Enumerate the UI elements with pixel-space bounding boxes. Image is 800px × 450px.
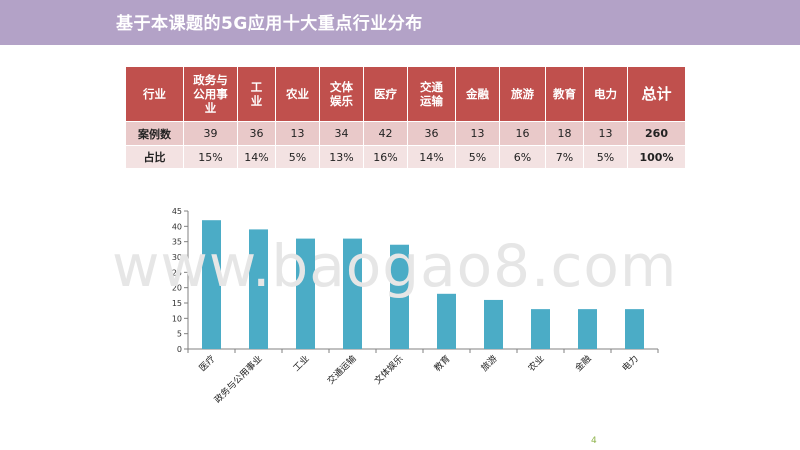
x-tick-label: 旅游 [478, 353, 499, 374]
bar [296, 238, 315, 349]
table-header-row: 行业 政务与 公用事业 工业 农业 文体 娱乐 医疗 交通 运输 金融 旅游 教育 电… [125, 66, 686, 122]
bar [343, 238, 362, 349]
y-tick-label: 40 [172, 222, 182, 231]
table-cell: 39 [183, 121, 238, 146]
column-header: 政务与 公用事业 [183, 66, 238, 122]
x-tick-label: 政务与公用事业 [212, 353, 265, 406]
table-cell: 13% [319, 145, 364, 169]
table-cell: 15% [183, 145, 238, 169]
bar [578, 309, 597, 349]
table-cell: 5% [583, 145, 628, 169]
bar [202, 220, 221, 349]
table-cell: 36 [237, 121, 276, 146]
y-tick-label: 25 [172, 268, 182, 277]
y-tick-label: 30 [172, 253, 182, 262]
bar [625, 309, 644, 349]
table-cell: 5% [455, 145, 500, 169]
table-cell-total: 100% [627, 145, 686, 169]
column-header: 交通 运输 [407, 66, 456, 122]
page-title: 基于本课题的5G应用十大重点行业分布 [116, 14, 423, 34]
y-tick-label: 45 [172, 207, 182, 216]
x-tick-label: 电力 [619, 353, 640, 374]
row-label: 占比 [125, 145, 184, 169]
y-tick-label: 10 [172, 314, 182, 323]
x-tick-label: 文体娱乐 [372, 353, 406, 387]
table-cell: 42 [363, 121, 408, 146]
table-cell: 13 [455, 121, 500, 146]
x-tick-label: 农业 [525, 353, 546, 374]
table-row: 占比 15% 14% 5% 13% 16% 14% 5% 6% 7% 5% 10… [125, 145, 686, 169]
table-cell: 13 [583, 121, 628, 146]
x-tick-label: 工业 [291, 353, 312, 374]
table-cell: 7% [545, 145, 584, 169]
row-label: 案例数 [125, 121, 184, 146]
bar [484, 299, 503, 349]
table-cell: 13 [275, 121, 320, 146]
table-cell: 14% [407, 145, 456, 169]
bar [531, 309, 550, 349]
table-cell: 16 [499, 121, 546, 146]
table-corner-label: 行业 [125, 66, 184, 122]
table-row: 案例数 39 36 13 34 42 36 13 16 18 13 260 [125, 121, 686, 146]
x-tick-label: 金融 [572, 353, 593, 374]
bar [437, 293, 456, 349]
watermark: www.baogao8.com [112, 232, 678, 300]
column-header: 工业 [237, 66, 276, 122]
table-cell-total: 260 [627, 121, 686, 146]
x-tick-label: 教育 [431, 353, 452, 374]
table-cell: 5% [275, 145, 320, 169]
y-tick-label: 0 [177, 345, 182, 354]
title-bar: 基于本课题的5G应用十大重点行业分布 [0, 0, 800, 45]
column-header: 金融 [455, 66, 500, 122]
x-tick-label: 医疗 [196, 353, 217, 374]
column-header: 医疗 [363, 66, 408, 122]
table-cell: 34 [319, 121, 364, 146]
column-header: 农业 [275, 66, 320, 122]
table-cell: 36 [407, 121, 456, 146]
bar [390, 244, 409, 349]
column-header: 电力 [583, 66, 628, 122]
table-cell: 6% [499, 145, 546, 169]
page-number: 4 [591, 436, 597, 446]
table-cell: 16% [363, 145, 408, 169]
column-header: 教育 [545, 66, 584, 122]
y-tick-label: 20 [172, 284, 182, 293]
column-header: 文体 娱乐 [319, 66, 364, 122]
table-cell: 14% [237, 145, 276, 169]
table-cell: 18 [545, 121, 584, 146]
bar [249, 229, 268, 349]
y-tick-label: 15 [172, 299, 182, 308]
x-tick-label: 交通运输 [325, 353, 359, 387]
y-tick-label: 35 [172, 238, 182, 247]
industry-table: 行业 政务与 公用事业 工业 农业 文体 娱乐 医疗 交通 运输 金融 旅游 教育 电… [125, 66, 686, 169]
column-header-total: 总计 [627, 66, 686, 122]
column-header: 旅游 [499, 66, 546, 122]
y-tick-label: 5 [177, 330, 182, 339]
